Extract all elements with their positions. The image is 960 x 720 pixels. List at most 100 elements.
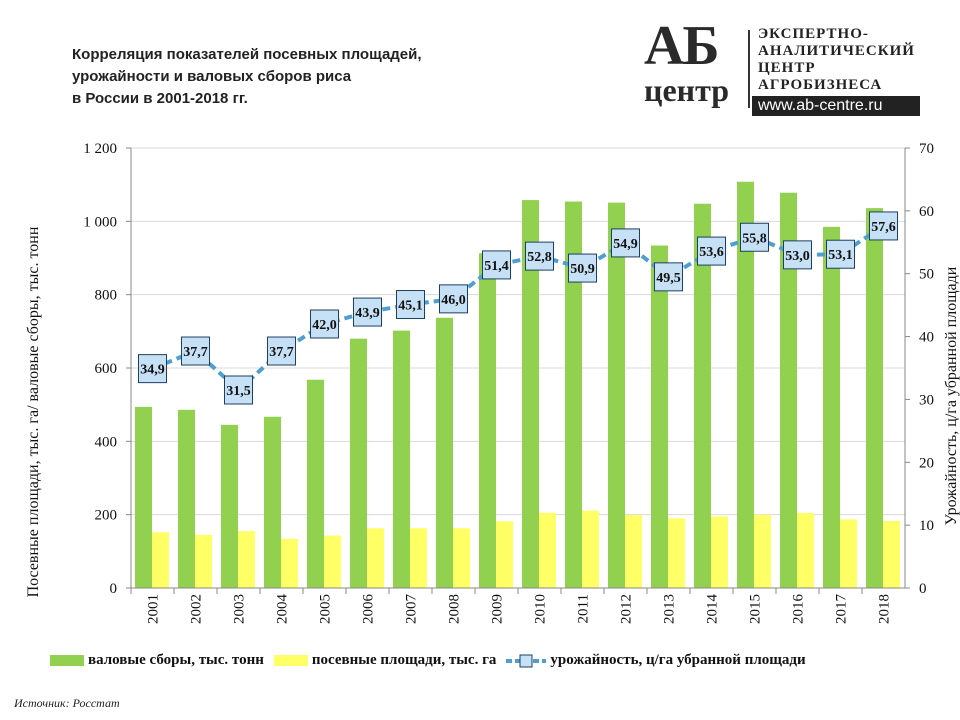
bar-area-2003 bbox=[238, 531, 255, 588]
logo-sub: центр bbox=[644, 72, 729, 108]
yield-data-label: 52,8 bbox=[527, 250, 552, 265]
legend: валовые сборы, тыс. тонн посевные площад… bbox=[50, 652, 816, 669]
y2-tick-label: 70 bbox=[919, 141, 934, 157]
legend-label: урожайность, ц/га убранной площади bbox=[550, 652, 806, 668]
yield-data-label: 42,0 bbox=[312, 318, 337, 333]
yield-marker bbox=[783, 240, 812, 270]
legend-label: валовые сборы, тыс. тонн bbox=[88, 652, 264, 668]
x-tick-label: 2012 bbox=[619, 594, 635, 624]
bar-gross-2009 bbox=[479, 253, 496, 588]
y-tick-label: 800 bbox=[95, 288, 118, 304]
yield-marker bbox=[568, 253, 597, 283]
bar-area-2001 bbox=[152, 532, 169, 588]
yield-marker bbox=[396, 290, 425, 320]
yield-marker bbox=[138, 354, 167, 384]
legend-swatch-yellow bbox=[273, 655, 308, 666]
y-tick-label: 1 200 bbox=[83, 141, 117, 157]
y2-tick-label: 40 bbox=[919, 330, 934, 346]
bar-gross-2004 bbox=[264, 416, 281, 588]
y-tick-label: 0 bbox=[110, 581, 118, 597]
bar-gross-2011 bbox=[565, 201, 582, 589]
x-tick-label: 2008 bbox=[447, 594, 463, 624]
legend-line-marker-icon bbox=[506, 654, 547, 667]
yield-marker bbox=[869, 211, 898, 241]
y-axis-title: Посевные площади, тыс. га/ валовые сборы… bbox=[25, 226, 42, 597]
yield-marker bbox=[525, 241, 554, 271]
bar-gross-2002 bbox=[178, 409, 195, 588]
yield-data-label: 37,7 bbox=[269, 345, 294, 360]
bar-area-2012 bbox=[625, 515, 642, 588]
x-tick-label: 2002 bbox=[189, 594, 205, 624]
title-line: урожайности и валовых сборов риса bbox=[72, 68, 352, 85]
yield-data-label: 46,0 bbox=[441, 293, 466, 308]
source-note: Источник: Росстат bbox=[14, 696, 120, 710]
x-tick-label: 2016 bbox=[791, 594, 807, 625]
yield-data-label: 37,7 bbox=[183, 345, 208, 360]
y2-tick-label: 20 bbox=[919, 455, 934, 471]
yield-data-label: 55,8 bbox=[742, 231, 767, 246]
y2-tick-label: 0 bbox=[919, 581, 927, 597]
legend-item-area: посевные площади, тыс. га bbox=[273, 652, 497, 669]
yield-data-label: 57,6 bbox=[871, 220, 896, 235]
x-tick-label: 2017 bbox=[834, 594, 850, 625]
bar-area-2014 bbox=[711, 516, 728, 588]
yield-marker bbox=[267, 336, 296, 366]
bar-gross-2013 bbox=[651, 245, 668, 589]
logo-mark: АБ bbox=[644, 15, 719, 77]
bar-gross-2016 bbox=[780, 192, 797, 588]
bar-gross-2006 bbox=[350, 338, 367, 588]
bar-gross-2018 bbox=[866, 208, 883, 588]
yield-data-label: 34,9 bbox=[140, 363, 165, 378]
yield-marker bbox=[181, 336, 210, 366]
bar-gross-2012 bbox=[608, 202, 625, 588]
yield-data-label: 53,0 bbox=[785, 249, 810, 264]
y2-tick-label: 10 bbox=[919, 518, 934, 534]
x-tick-label: 2010 bbox=[533, 594, 549, 624]
yield-marker bbox=[654, 262, 683, 292]
yield-data-label: 49,5 bbox=[656, 271, 681, 286]
bar-area-2008 bbox=[453, 528, 470, 588]
bar-area-2011 bbox=[582, 510, 599, 588]
yield-data-label: 53,1 bbox=[828, 248, 853, 263]
yield-data-label: 43,9 bbox=[355, 306, 380, 321]
bar-area-2005 bbox=[324, 535, 341, 588]
bar-gross-2015 bbox=[737, 181, 754, 588]
x-tick-label: 2003 bbox=[232, 594, 248, 624]
y2-tick-label: 30 bbox=[919, 392, 934, 408]
chart-title: Корреляция показателей посевных площадей… bbox=[72, 44, 422, 110]
x-tick-label: 2006 bbox=[361, 594, 377, 625]
logo-line: АНАЛИТИЧЕСКИЙ bbox=[758, 43, 915, 59]
yield-marker bbox=[439, 284, 468, 314]
bar-gross-2014 bbox=[694, 203, 711, 588]
y2-tick-label: 60 bbox=[919, 204, 934, 220]
bar-area-2015 bbox=[754, 514, 771, 588]
bar-area-2017 bbox=[840, 519, 857, 588]
bar-area-2006 bbox=[367, 528, 384, 588]
x-tick-label: 2014 bbox=[705, 594, 721, 625]
yield-data-label: 54,9 bbox=[613, 237, 638, 252]
bar-area-2013 bbox=[668, 518, 685, 588]
y2-axis-title: Урожайность, ц/га убранной площади bbox=[943, 266, 960, 525]
legend-swatch-green bbox=[50, 655, 84, 666]
legend-label: посевные площади, тыс. га bbox=[311, 652, 497, 668]
logo-text: ЭКСПЕРТНО- АНАЛИТИЧЕСКИЙ ЦЕНТР АГРОБИЗНЕ… bbox=[758, 26, 915, 94]
bar-area-2007 bbox=[410, 528, 427, 588]
x-tick-label: 2007 bbox=[404, 594, 420, 625]
yield-marker bbox=[697, 236, 726, 266]
bar-area-2002 bbox=[195, 534, 212, 588]
legend-item-yield: урожайность, ц/га убранной площади bbox=[506, 652, 806, 669]
bar-area-2016 bbox=[797, 512, 814, 588]
x-tick-label: 2005 bbox=[318, 594, 334, 624]
yield-data-label: 51,4 bbox=[484, 259, 509, 274]
bar-gross-2007 bbox=[393, 330, 410, 588]
bar-area-2018 bbox=[883, 520, 900, 588]
yield-marker bbox=[740, 222, 769, 252]
bar-area-2010 bbox=[539, 512, 556, 588]
yield-marker bbox=[611, 228, 640, 258]
yield-data-label: 45,1 bbox=[398, 299, 423, 314]
x-tick-label: 2013 bbox=[662, 594, 678, 624]
yield-marker bbox=[482, 250, 511, 280]
bar-gross-2005 bbox=[307, 379, 324, 588]
bar-gross-2010 bbox=[522, 200, 539, 589]
x-tick-label: 2015 bbox=[748, 594, 764, 624]
